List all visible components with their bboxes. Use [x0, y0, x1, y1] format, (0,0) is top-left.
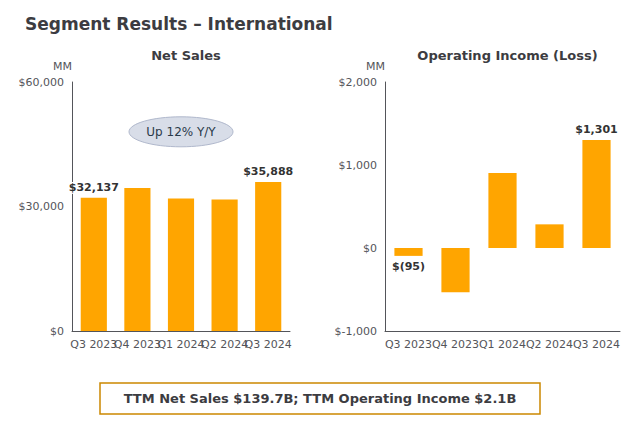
- svg-text:$1,000: $1,000: [339, 159, 378, 172]
- svg-text:Q1 2024: Q1 2024: [157, 338, 204, 351]
- svg-text:Q4 2023: Q4 2023: [114, 338, 161, 351]
- svg-text:Q4 2023: Q4 2023: [432, 338, 479, 351]
- svg-text:$0: $0: [50, 325, 64, 338]
- svg-text:MM: MM: [366, 60, 385, 73]
- svg-text:Q1 2024: Q1 2024: [479, 338, 526, 351]
- svg-text:$0: $0: [363, 242, 377, 255]
- svg-text:Operating Income (Loss): Operating Income (Loss): [417, 48, 597, 63]
- svg-text:MM: MM: [53, 60, 72, 73]
- svg-text:$32,137: $32,137: [69, 181, 119, 194]
- svg-text:Q3 2023: Q3 2023: [70, 338, 117, 351]
- svg-text:$60,000: $60,000: [19, 76, 65, 89]
- svg-text:TTM Net Sales $139.7B; TTM Ope: TTM Net Sales $139.7B; TTM Operating Inc…: [124, 391, 517, 406]
- svg-text:$(95): $(95): [392, 260, 425, 273]
- svg-text:Q3 2023: Q3 2023: [385, 338, 432, 351]
- svg-text:Segment Results – Internationa: Segment Results – International: [25, 14, 333, 34]
- svg-text:Q3 2024: Q3 2024: [245, 338, 292, 351]
- svg-text:Q2 2024: Q2 2024: [526, 338, 573, 351]
- svg-text:Up 12% Y/Y: Up 12% Y/Y: [146, 125, 216, 139]
- svg-text:$35,888: $35,888: [243, 165, 293, 178]
- svg-text:$1,301: $1,301: [575, 123, 617, 136]
- svg-text:Net Sales: Net Sales: [151, 48, 221, 63]
- svg-text:$-1,000: $-1,000: [335, 325, 377, 338]
- svg-text:$30,000: $30,000: [19, 200, 65, 213]
- svg-text:Q3 2024: Q3 2024: [573, 338, 620, 351]
- svg-text:$2,000: $2,000: [339, 76, 378, 89]
- svg-text:Q2 2024: Q2 2024: [201, 338, 248, 351]
